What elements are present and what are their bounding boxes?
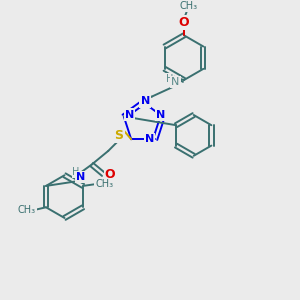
Text: O: O — [105, 168, 116, 181]
Text: O: O — [179, 16, 189, 29]
Text: CH₃: CH₃ — [180, 1, 198, 11]
Text: H: H — [73, 167, 80, 177]
Text: N: N — [145, 134, 154, 144]
Text: CH₃: CH₃ — [95, 179, 113, 189]
Text: CH₃: CH₃ — [17, 205, 36, 215]
Text: N: N — [140, 96, 150, 106]
Text: S: S — [114, 129, 123, 142]
Text: N: N — [171, 77, 179, 87]
Text: N: N — [156, 110, 165, 119]
Text: N: N — [76, 172, 85, 182]
Text: H: H — [166, 74, 173, 84]
Text: N: N — [125, 110, 134, 119]
